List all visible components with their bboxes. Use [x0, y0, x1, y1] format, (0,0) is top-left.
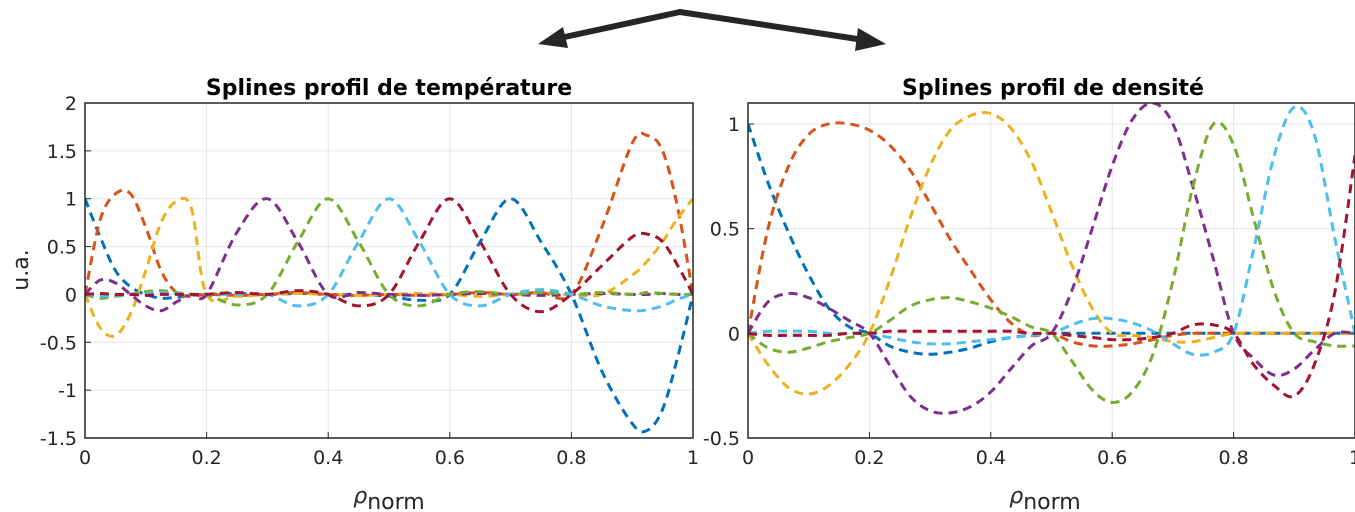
x-tick-label: 1 [1349, 447, 1355, 469]
x-axis-label: ρnorm [353, 484, 424, 512]
chart-title: Splines profil de température [206, 76, 572, 101]
y-tick-label: 1.5 [47, 141, 77, 163]
arrow-left-head [538, 27, 568, 48]
spline-series-7 [748, 155, 1355, 399]
y-tick-label: 0.5 [47, 237, 77, 259]
y-tick-label: 0.5 [710, 219, 740, 241]
spline-series-1 [85, 197, 693, 434]
chart-title: Splines profil de densité [902, 76, 1204, 101]
x-tick-label: 0.6 [1097, 447, 1127, 469]
arrow-left-shaft [557, 9, 683, 41]
x-tick-label: 0.8 [1218, 447, 1248, 469]
x-tick-label: 0.2 [854, 447, 884, 469]
x-tick-label: 0.4 [976, 447, 1006, 469]
x-axis-label-subscript: norm [367, 490, 425, 512]
arrow-right-shaft [677, 9, 867, 43]
spline-series-3 [748, 111, 1355, 396]
x-tick-label: 0 [79, 447, 91, 469]
x-tick-label: 0.2 [191, 447, 221, 469]
spline-series-7 [85, 197, 693, 314]
arrow-group [538, 9, 886, 51]
spline-series-5 [85, 197, 693, 308]
spline-series-2 [85, 131, 693, 301]
density-spline-chart: Splines profil de densité 0 0.2 0.4 0.6 0.8 1… [703, 76, 1355, 512]
y-tick-label: 1 [65, 189, 77, 211]
y-tick-label: -0.5 [703, 428, 740, 450]
grid-lines [84, 102, 694, 439]
spline-series-4 [85, 197, 693, 313]
series-group [85, 131, 693, 434]
grid-lines [747, 103, 1355, 439]
plot-frame [747, 102, 1355, 439]
spline-series-2 [748, 121, 1355, 348]
x-axis-label-subscript: norm [1023, 490, 1081, 512]
y-axis-label: u.a. [9, 249, 34, 290]
y-tick-label: -0.5 [40, 332, 77, 354]
y-tick-label: 0 [728, 323, 740, 345]
y-tick-labels: -0.5 0 0.5 1 [703, 114, 740, 450]
x-tick-label: 0.4 [313, 447, 343, 469]
series-group [748, 103, 1355, 415]
x-axis-label: ρnorm [1009, 484, 1080, 512]
y-tick-labels: -1.5 -1 -0.5 0 0.5 1 1.5 2 [40, 93, 77, 450]
x-tick-label: 0.6 [435, 447, 465, 469]
x-tick-labels: 0 0.2 0.4 0.6 0.8 1 [79, 447, 699, 469]
x-axis-label-main: ρ [1009, 484, 1023, 509]
x-tick-label: 1 [687, 447, 699, 469]
y-tick-label: -1 [58, 380, 77, 402]
y-tick-label: 1 [728, 114, 740, 136]
y-tick-label: 2 [65, 93, 77, 115]
x-tick-label: 0.8 [556, 447, 586, 469]
plot-frame [84, 102, 694, 439]
x-tick-labels: 0 0.2 0.4 0.6 0.8 1 [742, 447, 1355, 469]
spline-series-1 [748, 123, 1355, 356]
x-axis-label-main: ρ [353, 484, 367, 509]
spline-series-6 [85, 197, 693, 313]
arrow-right-head [855, 28, 886, 51]
spline-series-5 [748, 120, 1355, 404]
y-tick-label: 0 [65, 284, 77, 306]
spline-series-4 [748, 103, 1355, 415]
spline-series-3 [85, 196, 693, 338]
temperature-spline-chart: Splines profil de température 0 0.2 0.4 0.6… [9, 76, 699, 512]
x-tick-label: 0 [742, 447, 754, 469]
y-tick-label: -1.5 [40, 428, 77, 450]
